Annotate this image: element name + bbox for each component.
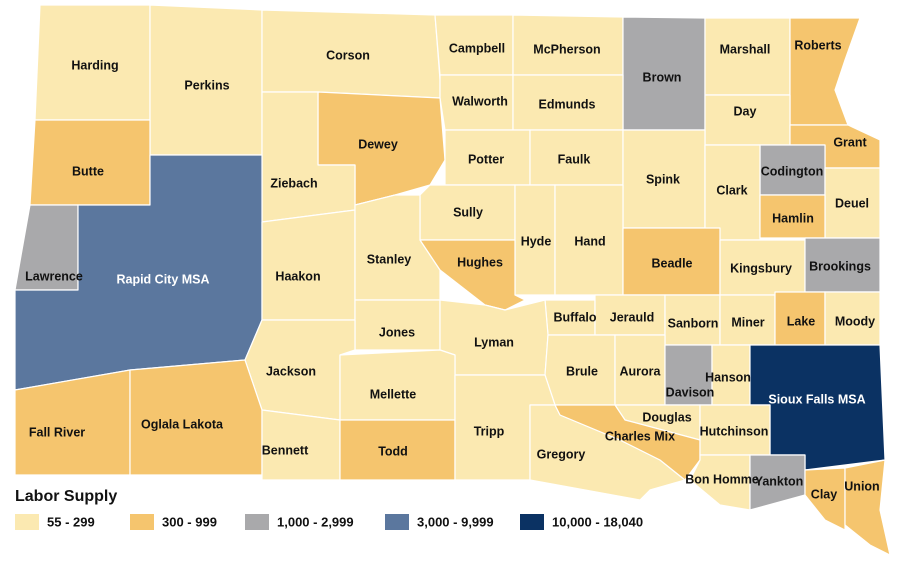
county-label: Kingsbury <box>730 261 792 275</box>
county-label: Faulk <box>558 152 591 166</box>
county-label: Fall River <box>29 425 85 439</box>
county-label: Gregory <box>537 447 586 461</box>
legend-title: Labor Supply <box>15 488 117 505</box>
county-label: Spink <box>646 172 680 186</box>
legend-swatch <box>130 514 154 530</box>
county-label: Oglala Lakota <box>141 417 224 431</box>
county <box>704 94 791 146</box>
county-label: Day <box>734 104 757 118</box>
county-label: Tripp <box>474 424 505 438</box>
county <box>261 409 341 481</box>
county-label: Hutchinson <box>700 424 769 438</box>
county-label: Potter <box>468 152 504 166</box>
county-label: Hamlin <box>772 211 814 225</box>
county-label: Corson <box>326 48 370 62</box>
legend-label: 1,000 - 2,999 <box>277 514 354 529</box>
county-label: Campbell <box>449 41 505 55</box>
county-label: Stanley <box>367 252 412 266</box>
county-label: Charles Mix <box>605 429 675 443</box>
county-label: Hughes <box>457 255 503 269</box>
county-label: Ziebach <box>270 176 317 190</box>
county-label: Jones <box>379 325 415 339</box>
county-label: Davison <box>666 385 715 399</box>
county <box>419 239 526 311</box>
county-label: Douglas <box>642 410 691 424</box>
county <box>554 404 701 481</box>
county-label: McPherson <box>533 42 600 56</box>
county-label: Perkins <box>184 78 229 92</box>
legend: 55 - 299 300 - 999 1,000 - 2,999 3,000 - 9,… <box>15 514 643 530</box>
county-label: Beadle <box>652 256 693 270</box>
county-label: Miner <box>731 315 764 329</box>
county-label: Yankton <box>755 474 804 488</box>
county <box>704 17 791 96</box>
county-label: Dewey <box>358 137 398 151</box>
county <box>789 17 861 126</box>
legend-label: 3,000 - 9,999 <box>417 514 494 529</box>
county-label: Hanson <box>705 370 751 384</box>
county-label: Union <box>844 479 879 493</box>
county-label: Bon Homme <box>685 472 759 486</box>
legend-swatch <box>15 514 39 530</box>
legend-label: 55 - 299 <box>47 514 95 529</box>
county-label: Deuel <box>835 196 869 210</box>
legend-swatch <box>385 514 409 530</box>
labels: Harding Perkins Corson Campbell McPherson Bro… <box>25 38 880 501</box>
county-label: Lawrence <box>25 269 83 283</box>
county-label: Edmunds <box>539 97 596 111</box>
county-label: Lake <box>787 314 816 328</box>
county-label: Brule <box>566 364 598 378</box>
county-label: Lyman <box>474 335 514 349</box>
county <box>261 209 356 321</box>
county <box>804 467 846 531</box>
county-label: Buffalo <box>553 310 596 324</box>
county-label: Sully <box>453 205 483 219</box>
counties <box>14 4 891 556</box>
county-label: Marshall <box>720 42 771 56</box>
county-label: Brookings <box>809 259 871 273</box>
county-label: Rapid City MSA <box>116 272 209 286</box>
county <box>339 349 456 421</box>
county-label: Butte <box>72 164 104 178</box>
county-label: Hand <box>574 234 605 248</box>
county-label: Mellette <box>370 387 417 401</box>
county-label: Hyde <box>521 234 552 248</box>
county-label: Codington <box>761 164 823 178</box>
county-label: Roberts <box>794 38 841 52</box>
county-label: Walworth <box>452 94 508 108</box>
county-label: Sioux Falls MSA <box>768 392 865 406</box>
county-label: Sanborn <box>668 316 719 330</box>
county-label: Clay <box>811 487 837 501</box>
county-label: Bennett <box>262 443 309 457</box>
county-label: Haakon <box>275 269 320 283</box>
county-label: Jackson <box>266 364 316 378</box>
county-label: Harding <box>71 58 118 72</box>
county-label: Jerauld <box>610 310 654 324</box>
county <box>844 459 891 556</box>
legend-label: 10,000 - 18,040 <box>552 514 643 529</box>
county-label: Aurora <box>620 364 662 378</box>
county <box>29 119 151 206</box>
county-label: Grant <box>833 135 867 149</box>
county-label: Brown <box>643 70 682 84</box>
county-label: Moody <box>835 314 875 328</box>
legend-swatch <box>520 514 544 530</box>
county-label: Todd <box>378 444 408 458</box>
county-label: Clark <box>716 183 747 197</box>
legend-label: 300 - 999 <box>162 514 217 529</box>
legend-swatch <box>245 514 269 530</box>
